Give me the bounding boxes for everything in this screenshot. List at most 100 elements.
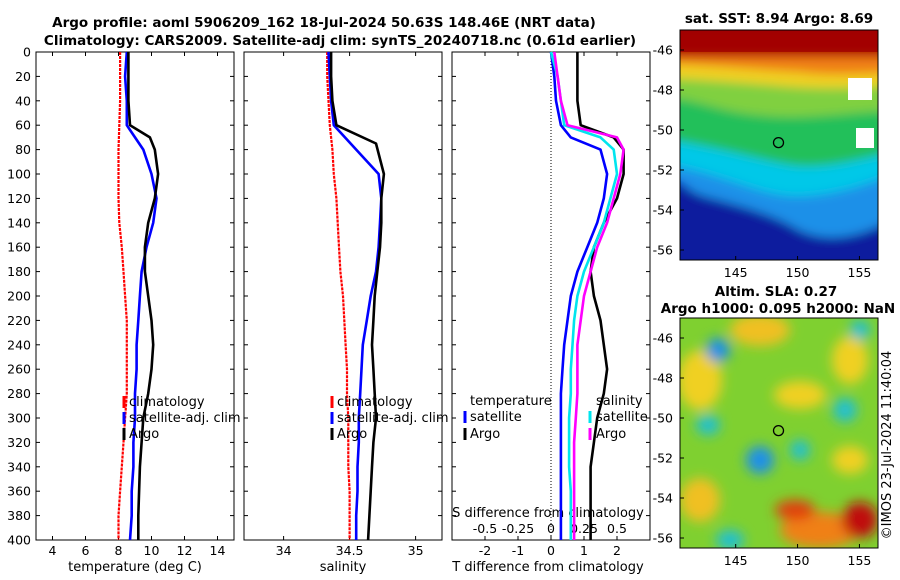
- sla-map-frame: [679, 317, 879, 549]
- map-y-tick-label: -54: [653, 203, 673, 218]
- s-difference-tick-label: 0.5: [607, 521, 627, 536]
- s-difference-tick-label: -0.5: [473, 521, 497, 536]
- sla-map-subtitle: Argo h1000: 0.095 h2000: NaN: [661, 301, 895, 317]
- map-y-tick-label: -54: [653, 491, 673, 506]
- map-x-tick-label: 150: [786, 553, 810, 568]
- depth-tick-label: 300: [7, 411, 31, 426]
- series-line-satellite-adj-clim: [327, 51, 383, 540]
- t-difference-axis-label: T difference from climatology: [451, 560, 644, 575]
- sst-missing-patch: [848, 78, 872, 100]
- map-y-tick-label: -56: [653, 243, 673, 258]
- map-x-tick-label: 145: [724, 265, 748, 280]
- legend-temp-argo: Argo: [470, 427, 500, 442]
- main-title-line1: Argo profile: aoml 5906209_162 18-Jul-20…: [52, 15, 596, 31]
- depth-tick-label: 320: [7, 435, 31, 450]
- map-y-tick-label: -46: [653, 43, 673, 58]
- sla-map: [680, 318, 878, 548]
- temperature-axis-label: temperature (deg C): [68, 560, 202, 575]
- series-line-temperature-satellite: [549, 51, 609, 540]
- difference-series: [549, 51, 625, 540]
- depth-tick-label: 360: [7, 484, 31, 499]
- map-y-tick-label: -52: [653, 163, 673, 178]
- legend-salinity-title: salinity: [596, 394, 643, 409]
- legend-climatology: climatology: [337, 395, 413, 410]
- s-difference-tick-label: -0.25: [502, 521, 534, 536]
- depth-tick-label: 100: [7, 167, 31, 182]
- x-tick-label: 10: [144, 543, 160, 558]
- depth-tick-label: 240: [7, 337, 31, 352]
- depth-axis: 0 20 40 60 80 100 120 140 160 180 200 220 240 260 280 3…: [7, 45, 650, 548]
- depth-tick-label: 40: [15, 93, 31, 108]
- legend-argo: Argo: [337, 427, 367, 442]
- depth-tick-label: 140: [7, 215, 31, 230]
- depth-tick-label: 120: [7, 191, 31, 206]
- x-tick-label: 12: [177, 543, 193, 558]
- sst-warm-band: [680, 30, 878, 52]
- depth-tick-label: 400: [7, 533, 31, 548]
- legend-satellite: satellite-adj. clim: [337, 411, 449, 426]
- depth-tick-label: 20: [15, 69, 31, 84]
- sla-y-ticks: -46 -48 -50 -52 -54 -56: [653, 331, 684, 546]
- temperature-series: [117, 51, 160, 541]
- sst-field: [680, 30, 878, 260]
- salinity-x-ticks: 34 34.5 35: [276, 52, 424, 558]
- series-line-satellite-adj-clim: [123, 51, 158, 541]
- sst-missing-patch: [856, 128, 874, 148]
- depth-tick-label: 220: [7, 313, 31, 328]
- map-y-tick-label: -48: [653, 83, 673, 98]
- sst-y-ticks: -46 -48 -50 -52 -54 -56: [653, 43, 684, 258]
- s-difference-axis-label: S difference from climatology: [452, 506, 644, 521]
- sla-map-title: Altim. SLA: 0.27: [715, 284, 837, 300]
- salinity-legend: climatology satellite-adj. clim Argo: [330, 395, 449, 442]
- map-y-tick-label: -56: [653, 531, 673, 546]
- sst-x-ticks: 145 150 155: [724, 256, 872, 280]
- depth-tick-label: 380: [7, 508, 31, 523]
- series-line-salinity-argo: [553, 51, 625, 540]
- map-y-tick-label: -52: [653, 451, 673, 466]
- x-tick-label: 4: [49, 543, 57, 558]
- main-title-line2: Climatology: CARS2009. Satellite-adj cli…: [44, 33, 636, 49]
- map-x-tick-label: 155: [848, 265, 872, 280]
- series-line-salinity-satellite: [549, 51, 619, 540]
- sst-map-frame: [679, 29, 879, 261]
- depth-tick-label: 0: [23, 45, 31, 60]
- map-x-tick-label: 155: [848, 553, 872, 568]
- map-x-tick-label: 150: [786, 265, 810, 280]
- x-tick-label: 0: [547, 543, 555, 558]
- temperature-panel-frame: [35, 51, 235, 541]
- sst-map-title: sat. SST: 8.94 Argo: 8.69: [685, 11, 873, 27]
- legend-sal-argo: Argo: [596, 427, 626, 442]
- map-y-tick-label: -50: [653, 123, 673, 138]
- difference-legend: temperature satellite Argo salinity sate…: [463, 394, 648, 442]
- depth-tick-label: 200: [7, 289, 31, 304]
- sst-map: [680, 30, 878, 260]
- legend-temperature-title: temperature: [470, 394, 552, 409]
- map-y-tick-label: -50: [653, 411, 673, 426]
- series-line-argo: [329, 52, 386, 541]
- x-tick-label: -1: [512, 543, 524, 558]
- x-tick-label: 14: [210, 543, 226, 558]
- x-tick-label: 6: [82, 543, 90, 558]
- salinity-series: [326, 51, 386, 541]
- s-difference-tick-label: 0: [547, 521, 555, 536]
- difference-x-ticks: -2 -1 0 1 2: [479, 52, 621, 558]
- depth-tick-label: 180: [7, 264, 31, 279]
- map-x-tick-label: 145: [724, 553, 748, 568]
- legend-argo: Argo: [129, 427, 159, 442]
- legend-temp-satellite: satellite: [470, 410, 522, 425]
- series-line-climatology: [326, 52, 351, 540]
- map-y-tick-label: -46: [653, 331, 673, 346]
- salinity-axis-label: salinity: [320, 560, 367, 575]
- depth-tick-label: 60: [15, 118, 31, 133]
- x-tick-label: 8: [115, 543, 123, 558]
- map-y-tick-label: -48: [653, 371, 673, 386]
- temperature-legend: climatology satellite-adj. clim Argo: [122, 395, 241, 442]
- depth-tick-label: 80: [15, 142, 31, 157]
- x-tick-label: 34.5: [336, 543, 364, 558]
- watermark-text: ©IMOS 23-Jul-2024 11:40:04: [880, 351, 895, 540]
- legend-climatology: climatology: [129, 395, 205, 410]
- depth-tick-label: 160: [7, 240, 31, 255]
- series-line-argo: [127, 52, 160, 540]
- x-tick-label: 34: [276, 543, 292, 558]
